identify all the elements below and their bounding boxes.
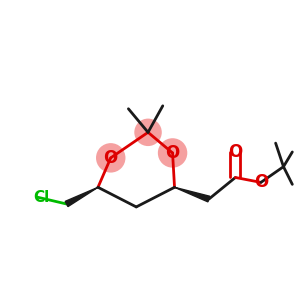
Circle shape — [158, 138, 187, 168]
Circle shape — [96, 143, 125, 172]
Text: Cl: Cl — [33, 190, 49, 205]
Polygon shape — [65, 187, 98, 207]
Text: O: O — [228, 143, 242, 161]
Text: O: O — [103, 149, 118, 167]
Text: O: O — [165, 144, 180, 162]
Circle shape — [134, 118, 162, 146]
Polygon shape — [175, 187, 210, 202]
Text: O: O — [254, 173, 268, 191]
